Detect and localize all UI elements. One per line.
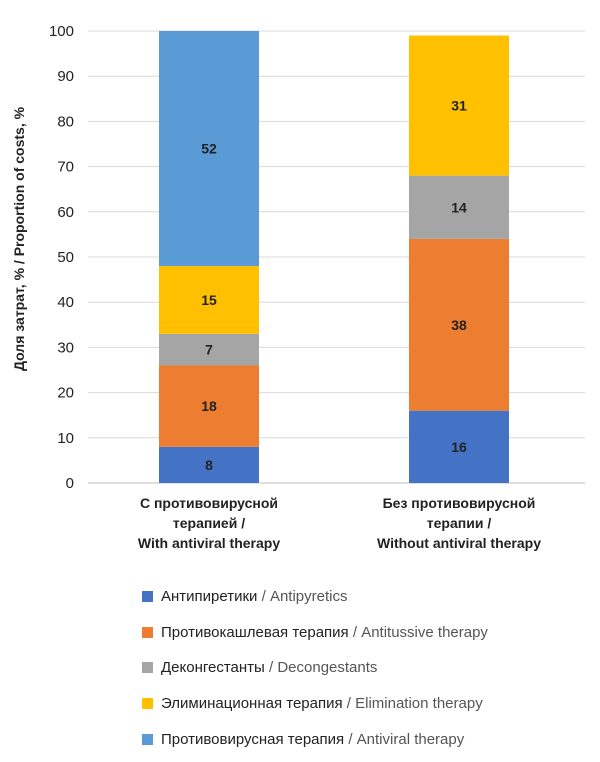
x-category-label: терапии / bbox=[427, 515, 492, 531]
bar-value-label: 14 bbox=[451, 199, 467, 215]
legend-label-ru: Антипиретики bbox=[161, 588, 257, 605]
bar-value-label: 15 bbox=[201, 292, 217, 308]
legend-swatch bbox=[142, 698, 153, 709]
x-category-label: Без противовирусной bbox=[383, 495, 536, 511]
legend-label-en: Elimination therapy bbox=[355, 695, 483, 712]
legend-separator: / bbox=[343, 695, 356, 712]
y-tick-label: 90 bbox=[57, 68, 74, 85]
y-axis-title: Доля затрат, % / Proportion of costs, % bbox=[11, 106, 27, 371]
x-category-label: Without antiviral therapy bbox=[377, 535, 541, 551]
y-tick-label: 80 bbox=[57, 113, 74, 130]
bar-value-label: 38 bbox=[451, 317, 467, 333]
bar-value-label: 52 bbox=[201, 141, 217, 157]
legend-item: Элиминационная терапия / Elimination the… bbox=[142, 693, 483, 713]
legend-label-ru: Противовирусная терапия bbox=[161, 731, 344, 748]
bar-value-label: 8 bbox=[205, 457, 213, 473]
y-axis-ticks: 0 10 20 30 40 50 60 70 80 90 100 bbox=[49, 23, 74, 492]
x-category-label: С противовирусной bbox=[140, 495, 278, 511]
legend-label-en: Decongestants bbox=[277, 659, 377, 676]
y-tick-label: 10 bbox=[57, 430, 74, 447]
legend-item: Противокашлевая терапия / Antitussive th… bbox=[142, 622, 488, 642]
y-tick-label: 60 bbox=[57, 204, 74, 221]
legend-separator: / bbox=[257, 588, 270, 605]
y-tick-label: 20 bbox=[57, 385, 74, 402]
legend-label-ru: Противокашлевая терапия bbox=[161, 624, 349, 641]
y-tick-label: 30 bbox=[57, 339, 74, 356]
x-axis-categories: С противовирусной терапией / With antivira… bbox=[138, 495, 541, 551]
y-tick-label: 70 bbox=[57, 159, 74, 176]
y-tick-label: 50 bbox=[57, 249, 74, 266]
bar-value-label: 18 bbox=[201, 398, 217, 414]
legend-label-ru: Деконгестанты bbox=[161, 659, 265, 676]
legend-item: Антипиретики / Antipyretics bbox=[142, 586, 347, 606]
legend-separator: / bbox=[265, 659, 278, 676]
x-category-label: терапией / bbox=[173, 515, 245, 531]
legend-item: Деконгестанты / Decongestants bbox=[142, 657, 377, 677]
legend-separator: / bbox=[349, 624, 362, 641]
bar-value-label: 7 bbox=[205, 342, 213, 358]
bar-value-label: 31 bbox=[451, 98, 467, 114]
legend-swatch bbox=[142, 662, 153, 673]
legend-swatch bbox=[142, 591, 153, 602]
stacked-bar-chart: 8187155216381431 0102030405060708090100 … bbox=[0, 0, 600, 762]
legend-label-en: Antitussive therapy bbox=[361, 624, 488, 641]
y-tick-label: 100 bbox=[49, 23, 74, 40]
legend-swatch bbox=[142, 627, 153, 638]
legend-label-en: Antiviral therapy bbox=[357, 731, 465, 748]
bar-value-label: 16 bbox=[451, 439, 467, 455]
y-tick-label: 40 bbox=[57, 294, 74, 311]
legend-item: Противовирусная терапия / Antiviral ther… bbox=[142, 729, 464, 749]
legend-swatch bbox=[142, 734, 153, 745]
x-category-label: With antiviral therapy bbox=[138, 535, 280, 551]
legend-label-ru: Элиминационная терапия bbox=[161, 695, 343, 712]
y-tick-label: 0 bbox=[66, 475, 74, 492]
legend-separator: / bbox=[344, 731, 357, 748]
legend-label-en: Antipyretics bbox=[270, 588, 348, 605]
